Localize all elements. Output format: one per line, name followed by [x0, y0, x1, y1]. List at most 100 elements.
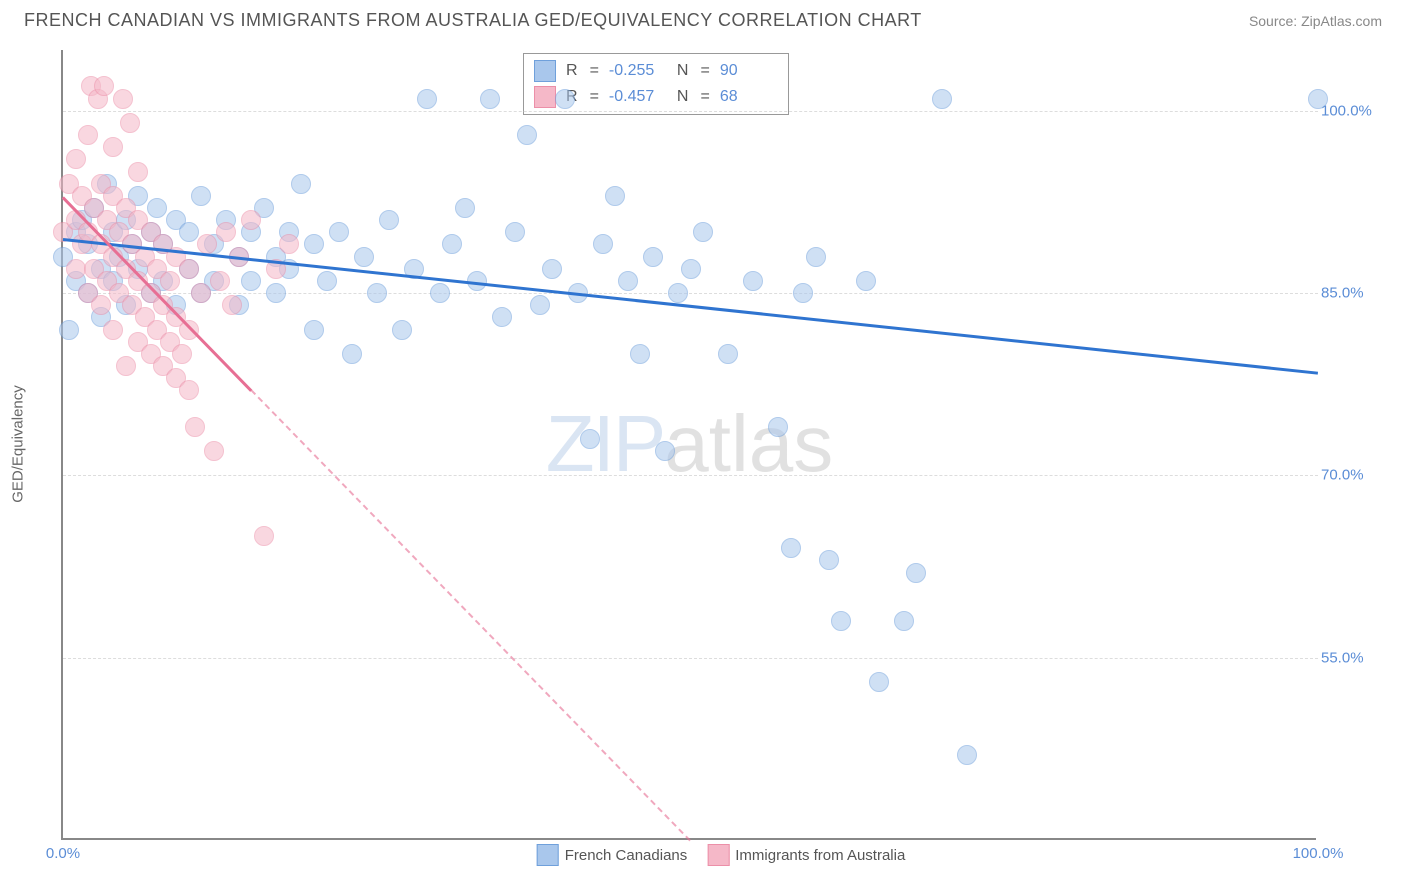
- data-point: [906, 563, 926, 583]
- data-point: [367, 283, 387, 303]
- data-point: [197, 234, 217, 254]
- legend-item-1: French Canadians: [537, 844, 688, 866]
- legend-eq: =: [700, 62, 709, 80]
- plot-region: GED/Equivalency ZIPatlas R = -0.255 N = …: [61, 50, 1316, 840]
- data-point: [78, 125, 98, 145]
- data-point: [128, 162, 148, 182]
- data-point: [455, 198, 475, 218]
- data-point: [185, 417, 205, 437]
- data-point: [743, 271, 763, 291]
- data-point: [147, 198, 167, 218]
- data-point: [241, 210, 261, 230]
- data-point: [442, 234, 462, 254]
- data-point: [655, 441, 675, 461]
- y-axis-label: GED/Equivalency: [10, 385, 27, 503]
- legend-R-label: R: [566, 62, 578, 80]
- data-point: [216, 222, 236, 242]
- gridline: [63, 111, 1318, 112]
- data-point: [291, 174, 311, 194]
- data-point: [555, 89, 575, 109]
- data-point: [630, 344, 650, 364]
- data-point: [605, 186, 625, 206]
- ytick-label: 70.0%: [1321, 467, 1376, 484]
- data-point: [304, 234, 324, 254]
- data-point: [492, 307, 512, 327]
- data-point: [66, 259, 86, 279]
- data-point: [279, 234, 299, 254]
- data-point: [59, 320, 79, 340]
- data-point: [191, 283, 211, 303]
- data-point: [768, 417, 788, 437]
- data-point: [580, 429, 600, 449]
- data-point: [668, 283, 688, 303]
- data-point: [222, 295, 242, 315]
- data-point: [354, 247, 374, 267]
- legend-item-2: Immigrants from Australia: [707, 844, 905, 866]
- xtick-label: 0.0%: [46, 845, 80, 862]
- data-point: [241, 271, 261, 291]
- data-point: [530, 295, 550, 315]
- data-point: [417, 89, 437, 109]
- data-point: [806, 247, 826, 267]
- data-point: [517, 125, 537, 145]
- legend-R-value-1: -0.255: [609, 62, 667, 80]
- legend-N-value-2: 68: [720, 88, 778, 106]
- legend-swatch-bottom-1: [537, 844, 559, 866]
- ytick-label: 100.0%: [1321, 102, 1376, 119]
- data-point: [103, 137, 123, 157]
- legend-N-label: N: [677, 88, 689, 106]
- data-point: [643, 247, 663, 267]
- data-point: [191, 186, 211, 206]
- ytick-label: 85.0%: [1321, 285, 1376, 302]
- chart-title: FRENCH CANADIAN VS IMMIGRANTS FROM AUSTR…: [24, 10, 922, 31]
- data-point: [781, 538, 801, 558]
- gridline: [63, 293, 1318, 294]
- data-point: [342, 344, 362, 364]
- data-point: [266, 283, 286, 303]
- data-point: [932, 89, 952, 109]
- data-point: [66, 149, 86, 169]
- data-point: [210, 271, 230, 291]
- data-point: [430, 283, 450, 303]
- data-point: [160, 271, 180, 291]
- data-point: [856, 271, 876, 291]
- data-point: [113, 89, 133, 109]
- data-point: [894, 611, 914, 631]
- data-point: [869, 672, 889, 692]
- data-point: [116, 356, 136, 376]
- legend-eq: =: [590, 62, 599, 80]
- data-point: [392, 320, 412, 340]
- legend-eq: =: [700, 88, 709, 106]
- legend-eq: =: [590, 88, 599, 106]
- data-point: [179, 222, 199, 242]
- series-legend: French Canadians Immigrants from Austral…: [537, 844, 906, 866]
- legend-swatch-1: [534, 60, 556, 82]
- xtick-label: 100.0%: [1293, 845, 1344, 862]
- ytick-label: 55.0%: [1321, 649, 1376, 666]
- legend-row-series-1: R = -0.255 N = 90: [534, 58, 778, 84]
- data-point: [480, 89, 500, 109]
- data-point: [254, 526, 274, 546]
- data-point: [120, 113, 140, 133]
- gridline: [63, 475, 1318, 476]
- source-attribution: Source: ZipAtlas.com: [1249, 13, 1382, 29]
- data-point: [103, 320, 123, 340]
- legend-label-2: Immigrants from Australia: [735, 847, 905, 864]
- data-point: [204, 441, 224, 461]
- data-point: [304, 320, 324, 340]
- data-point: [693, 222, 713, 242]
- data-point: [379, 210, 399, 230]
- scatter-chart: GED/Equivalency ZIPatlas R = -0.255 N = …: [61, 50, 1381, 840]
- legend-label-1: French Canadians: [565, 847, 688, 864]
- gridline: [63, 658, 1318, 659]
- legend-swatch-bottom-2: [707, 844, 729, 866]
- data-point: [593, 234, 613, 254]
- data-point: [91, 295, 111, 315]
- data-point: [718, 344, 738, 364]
- data-point: [618, 271, 638, 291]
- data-point: [317, 271, 337, 291]
- data-point: [542, 259, 562, 279]
- data-point: [179, 259, 199, 279]
- legend-N-label: N: [677, 62, 689, 80]
- data-point: [831, 611, 851, 631]
